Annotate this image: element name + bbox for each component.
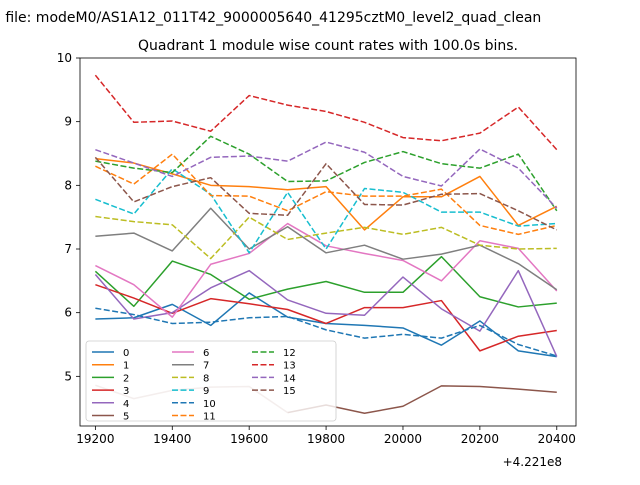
legend-label-11: 11 [203, 412, 216, 423]
series-line-14 [95, 141, 558, 209]
x-tick-label: 19400 [153, 432, 191, 446]
y-tick-label: 10 [57, 51, 72, 65]
legend-label-7: 7 [203, 361, 209, 372]
legend-label-8: 8 [203, 373, 209, 384]
figure-suptitle: n file: modeM0/AS1A12_011T42_9000005640_… [0, 10, 541, 26]
series-line-8 [95, 215, 557, 260]
legend-label-4: 4 [123, 399, 129, 410]
series-line-13 [94, 74, 558, 151]
plot-area [94, 74, 558, 415]
series-line-10 [95, 307, 557, 357]
y-tick-label: 9 [64, 115, 72, 129]
series-line-4 [94, 269, 558, 357]
x-tick-label: 19800 [307, 432, 345, 446]
legend-box [85, 340, 337, 422]
y-tick-label: 8 [64, 178, 72, 192]
y-tick-label: 5 [64, 369, 72, 383]
legend-label-6: 6 [203, 348, 209, 359]
x-tick-label: 19200 [76, 432, 114, 446]
legend-label-3: 3 [123, 386, 129, 397]
series-line-2 [94, 255, 557, 308]
legend-label-15: 15 [283, 386, 296, 397]
legend-label-1: 1 [123, 361, 129, 372]
legend-label-12: 12 [283, 348, 296, 359]
x-tick-label: 20400 [538, 432, 576, 446]
legend-label-0: 0 [123, 348, 129, 359]
y-tick-label: 6 [64, 306, 72, 320]
series-line-12 [95, 135, 558, 212]
legend-label-9: 9 [203, 386, 209, 397]
axes: 19200 19400 19600 19800 20000 20200 2040056789… [57, 51, 577, 446]
series-line-9 [95, 168, 557, 254]
series-line-15 [94, 156, 558, 231]
series-line-1 [95, 157, 558, 231]
x-tick-label: 20000 [384, 432, 422, 446]
legend-label-2: 2 [123, 373, 129, 384]
axes-frame [79, 57, 577, 427]
series-line-6 [95, 222, 558, 318]
legend-label-14: 14 [283, 373, 296, 384]
legend-label-10: 10 [203, 399, 216, 410]
legend-label-13: 13 [283, 361, 296, 372]
x-tick-label: 20200 [461, 432, 499, 446]
x-tick-label: 19600 [230, 432, 268, 446]
chart-title: Quadrant 1 module wise count rates with … [138, 38, 518, 54]
x-offset-label: +4.221e8 [503, 455, 562, 469]
series-line-11 [95, 153, 557, 236]
legend-label-5: 5 [123, 412, 129, 423]
y-tick-label: 7 [64, 242, 72, 256]
